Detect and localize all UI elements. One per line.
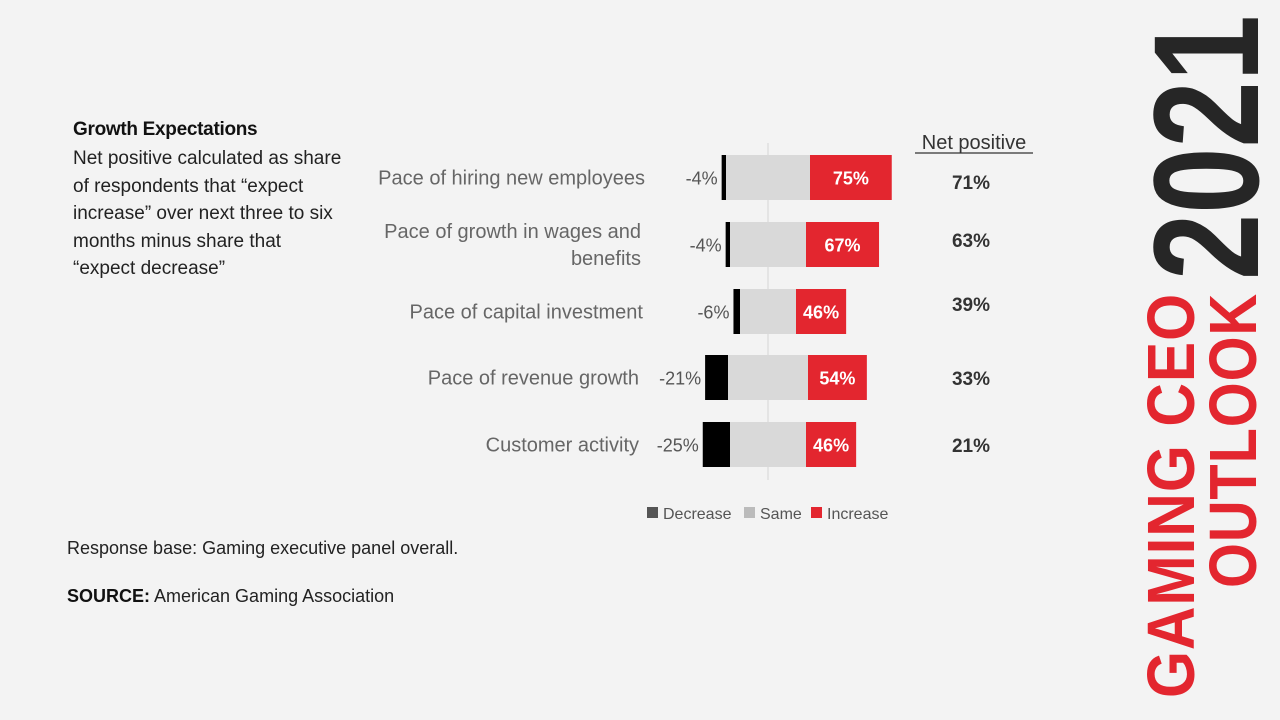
category-label: benefits — [571, 248, 641, 270]
bar-increase — [796, 289, 847, 334]
source-text: American Gaming Association — [154, 586, 395, 606]
bar-increase — [810, 155, 892, 200]
increase-data-label: 67% — [824, 236, 860, 256]
chart-row: 75% -4% Pace of hiring new employees 71% — [378, 155, 990, 200]
brand-outlook: OUTLOOK — [1196, 293, 1271, 588]
category-label: Pace of growth in wages and — [384, 221, 641, 243]
decrease-data-label: -4% — [690, 236, 722, 256]
bar-decrease — [705, 355, 728, 400]
bar-same — [726, 155, 810, 200]
bar-decrease — [702, 422, 730, 467]
brand-gaming-ceo: GAMING CEO — [1136, 293, 1209, 698]
intro-title: Growth Expectations — [73, 119, 258, 140]
chart-row: 46% -6% Pace of capital investment 39% — [410, 289, 990, 334]
category-label: Customer activity — [486, 435, 639, 457]
net-positive-value: 33% — [952, 369, 990, 390]
increase-data-label: 54% — [819, 369, 855, 389]
chart-row: 67% -4% Pace of growth in wages and benefit… — [384, 221, 990, 270]
decrease-data-label: -4% — [686, 169, 718, 189]
decrease-data-label: -21% — [659, 369, 701, 389]
source-label: SOURCE: — [67, 586, 151, 606]
chart-row: 54% -21% Pace of revenue growth 33% — [428, 355, 990, 400]
category-label: Pace of revenue growth — [428, 368, 639, 390]
legend-swatch — [744, 507, 755, 518]
bar-increase — [806, 422, 857, 467]
bar-same — [730, 222, 806, 267]
bar-same — [740, 289, 796, 334]
brand-wordmark: GAMING CEO OUTLOOK 2021 — [1136, 15, 1280, 698]
decrease-data-label: -6% — [697, 303, 729, 323]
decrease-data-label: -25% — [657, 436, 699, 456]
net-positive-value: 63% — [952, 231, 990, 252]
bar-decrease — [725, 222, 730, 267]
legend-label: Decrease — [663, 506, 732, 523]
increase-data-label: 46% — [803, 303, 839, 323]
net-positive-value: 71% — [952, 173, 990, 194]
increase-data-label: 46% — [813, 436, 849, 456]
brand-year: 2021 — [1136, 15, 1280, 280]
legend-label: Same — [760, 506, 802, 523]
legend-label: Increase — [827, 506, 888, 523]
legend-swatch — [647, 507, 658, 518]
bar-increase — [808, 355, 867, 400]
legend-swatch — [811, 507, 822, 518]
bar-same — [730, 422, 806, 467]
legend-item-increase: Increase — [811, 506, 888, 523]
bar-decrease — [721, 155, 726, 200]
net-positive-title: Net positive — [922, 132, 1027, 154]
source-note: SOURCE: American Gaming Association — [67, 586, 394, 607]
intro-description: Net positive calculated as share of resp… — [73, 148, 342, 279]
legend-item-decrease: Decrease — [647, 506, 732, 523]
bar-increase — [806, 222, 880, 267]
chart-rows: 75% -4% Pace of hiring new employees 71% 67%… — [378, 155, 990, 467]
intro: Growth Expectations Net positive calcula… — [73, 119, 343, 283]
net-positive-value: 21% — [952, 436, 990, 457]
category-label: Pace of hiring new employees — [378, 168, 645, 190]
increase-data-label: 75% — [833, 169, 869, 189]
bar-decrease — [733, 289, 740, 334]
bar-same — [728, 355, 808, 400]
legend-item-same: Same — [744, 506, 802, 523]
chart-row: 46% -25% Customer activity 21% — [486, 422, 990, 467]
chart-legend: Decrease Same Increase — [647, 506, 888, 523]
net-positive-value: 39% — [952, 295, 990, 316]
response-base-note: Response base: Gaming executive panel ov… — [67, 538, 459, 558]
category-label: Pace of capital investment — [410, 302, 644, 324]
